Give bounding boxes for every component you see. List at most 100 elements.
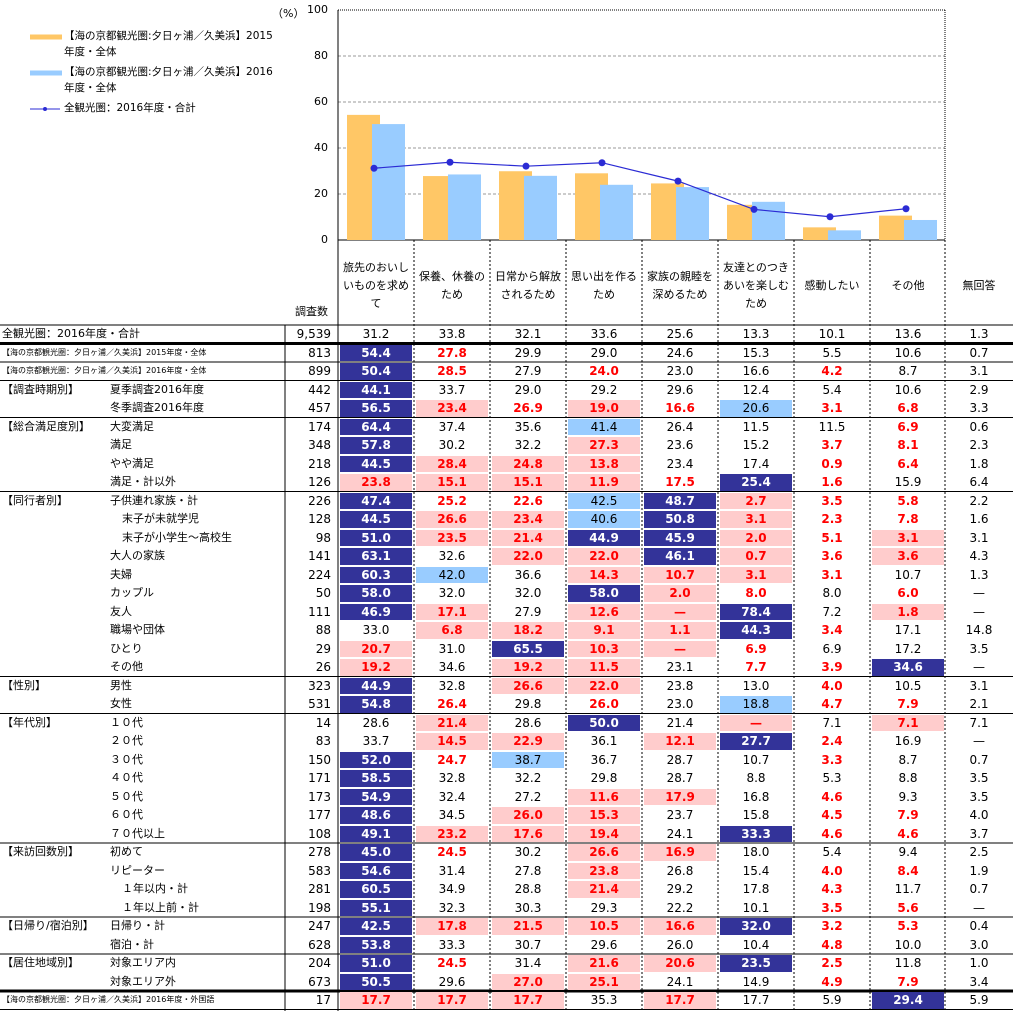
cell: 15.3 — [742, 345, 770, 360]
cell: 3.4 — [969, 974, 989, 989]
line-point — [370, 164, 378, 172]
cell: 65.5 — [492, 640, 564, 657]
cell: — — [973, 734, 985, 748]
cell: 3.1 — [720, 511, 792, 528]
cell: 78.4 — [720, 603, 792, 620]
row-label: 【海の京都観光圏：夕日ヶ浦／久美浜】2016年度・全体 — [2, 366, 207, 375]
cell: 30.7 — [514, 937, 542, 952]
bar — [752, 201, 785, 240]
cell: 15.9 — [894, 475, 922, 489]
cell: 4.2 — [821, 364, 843, 378]
cell: 33.6 — [590, 327, 618, 341]
cell: 4.0 — [821, 678, 843, 693]
count: 173 — [308, 789, 331, 804]
cell: 32.0 — [438, 586, 466, 600]
cell: 48.7 — [644, 492, 716, 509]
bar — [524, 175, 557, 240]
row-label: 【海の京都観光圏：夕日ヶ浦／久美浜】2015年度・全体 — [2, 347, 207, 357]
cell: 2.0 — [644, 585, 716, 602]
cell: 10.7 — [742, 752, 770, 767]
cell: 25.2 — [437, 493, 467, 508]
bar — [676, 187, 709, 240]
row-label: １０代 — [110, 715, 143, 729]
cell: 19.0 — [568, 400, 640, 417]
cell: 7.1 — [969, 715, 989, 730]
cell: 28.6 — [514, 715, 542, 730]
count: 673 — [308, 974, 331, 989]
count: 583 — [308, 863, 331, 878]
cell: 6.9 — [897, 419, 919, 434]
cell: 23.0 — [666, 364, 694, 378]
cell: 1.0 — [969, 956, 989, 970]
cell: 3.1 — [872, 529, 944, 546]
cell: — — [973, 586, 985, 600]
count: 281 — [308, 882, 331, 896]
cell: 17.9 — [644, 788, 716, 805]
cell: 17.7 — [742, 993, 770, 1007]
row-label: 職場や団体 — [110, 623, 165, 636]
cell: 17.8 — [416, 918, 488, 935]
cell: 15.8 — [742, 808, 770, 822]
cell: 3.4 — [821, 623, 843, 637]
cell: 4.6 — [821, 826, 843, 841]
cell: 1.9 — [969, 863, 989, 878]
legend-label: 【海の京都観光圏:夕日ヶ浦／久美浜】2015年度・全体 — [64, 30, 273, 58]
count: 29 — [315, 641, 331, 656]
cell: 15.2 — [742, 438, 770, 452]
cell: 33.7 — [438, 382, 466, 397]
cell: 3.5 — [821, 493, 843, 508]
line-point — [674, 177, 682, 185]
cell: 32.0 — [720, 918, 792, 935]
cell: 5.8 — [897, 493, 919, 508]
cell: 32.0 — [514, 586, 542, 600]
cell: 24.1 — [666, 826, 694, 841]
cell: 17.7 — [340, 992, 412, 1009]
cell: 21.4 — [568, 881, 640, 898]
cell: 50.8 — [644, 511, 716, 528]
cell: 2.4 — [821, 734, 843, 748]
cell: 27.2 — [514, 789, 542, 804]
cell: 29.6 — [590, 937, 618, 952]
cell: 31.4 — [514, 956, 542, 970]
cell: 8.7 — [898, 364, 918, 378]
cell: 0.6 — [969, 419, 989, 434]
cell: 36.1 — [590, 734, 618, 748]
count: 531 — [308, 697, 331, 711]
cell: 4.5 — [821, 808, 843, 822]
column-header: 無回答 — [962, 279, 996, 292]
cell: 21.4 — [416, 714, 488, 731]
group-label: 【来訪回数別】 — [2, 845, 79, 858]
cell: 4.3 — [969, 549, 989, 563]
cell: 60.5 — [340, 881, 412, 898]
bar — [803, 227, 836, 240]
cell: 33.7 — [362, 734, 390, 748]
cell: 10.5 — [568, 918, 640, 935]
cell: 27.3 — [568, 437, 640, 454]
cell: 45.0 — [340, 844, 412, 861]
count: 108 — [308, 826, 331, 841]
cell: 11.5 — [818, 419, 846, 434]
line-point — [446, 158, 454, 166]
cell: 58.0 — [340, 585, 412, 602]
cell: 23.0 — [666, 697, 694, 711]
cell: 28.7 — [666, 771, 694, 785]
cell: 44.5 — [340, 511, 412, 528]
cell: 4.0 — [821, 863, 843, 878]
column-header: 家族の親睦を深めるため — [647, 270, 713, 301]
cell: 16.9 — [644, 844, 716, 861]
count: 628 — [308, 937, 331, 952]
cell: 4.3 — [821, 882, 843, 896]
cell: 4.7 — [821, 697, 843, 711]
count: 457 — [308, 401, 331, 415]
cell: 3.1 — [969, 530, 989, 545]
row-label: 初めて — [110, 845, 143, 858]
cell: 28.5 — [437, 364, 467, 378]
cell: 40.6 — [568, 511, 640, 528]
cell: 11.7 — [894, 882, 922, 896]
cell: 49.1 — [340, 825, 412, 842]
cell: 5.4 — [822, 845, 842, 859]
cell: 3.1 — [821, 401, 843, 415]
cell: 17.5 — [665, 475, 695, 489]
cell: 7.2 — [822, 604, 842, 619]
count: 813 — [308, 345, 331, 360]
